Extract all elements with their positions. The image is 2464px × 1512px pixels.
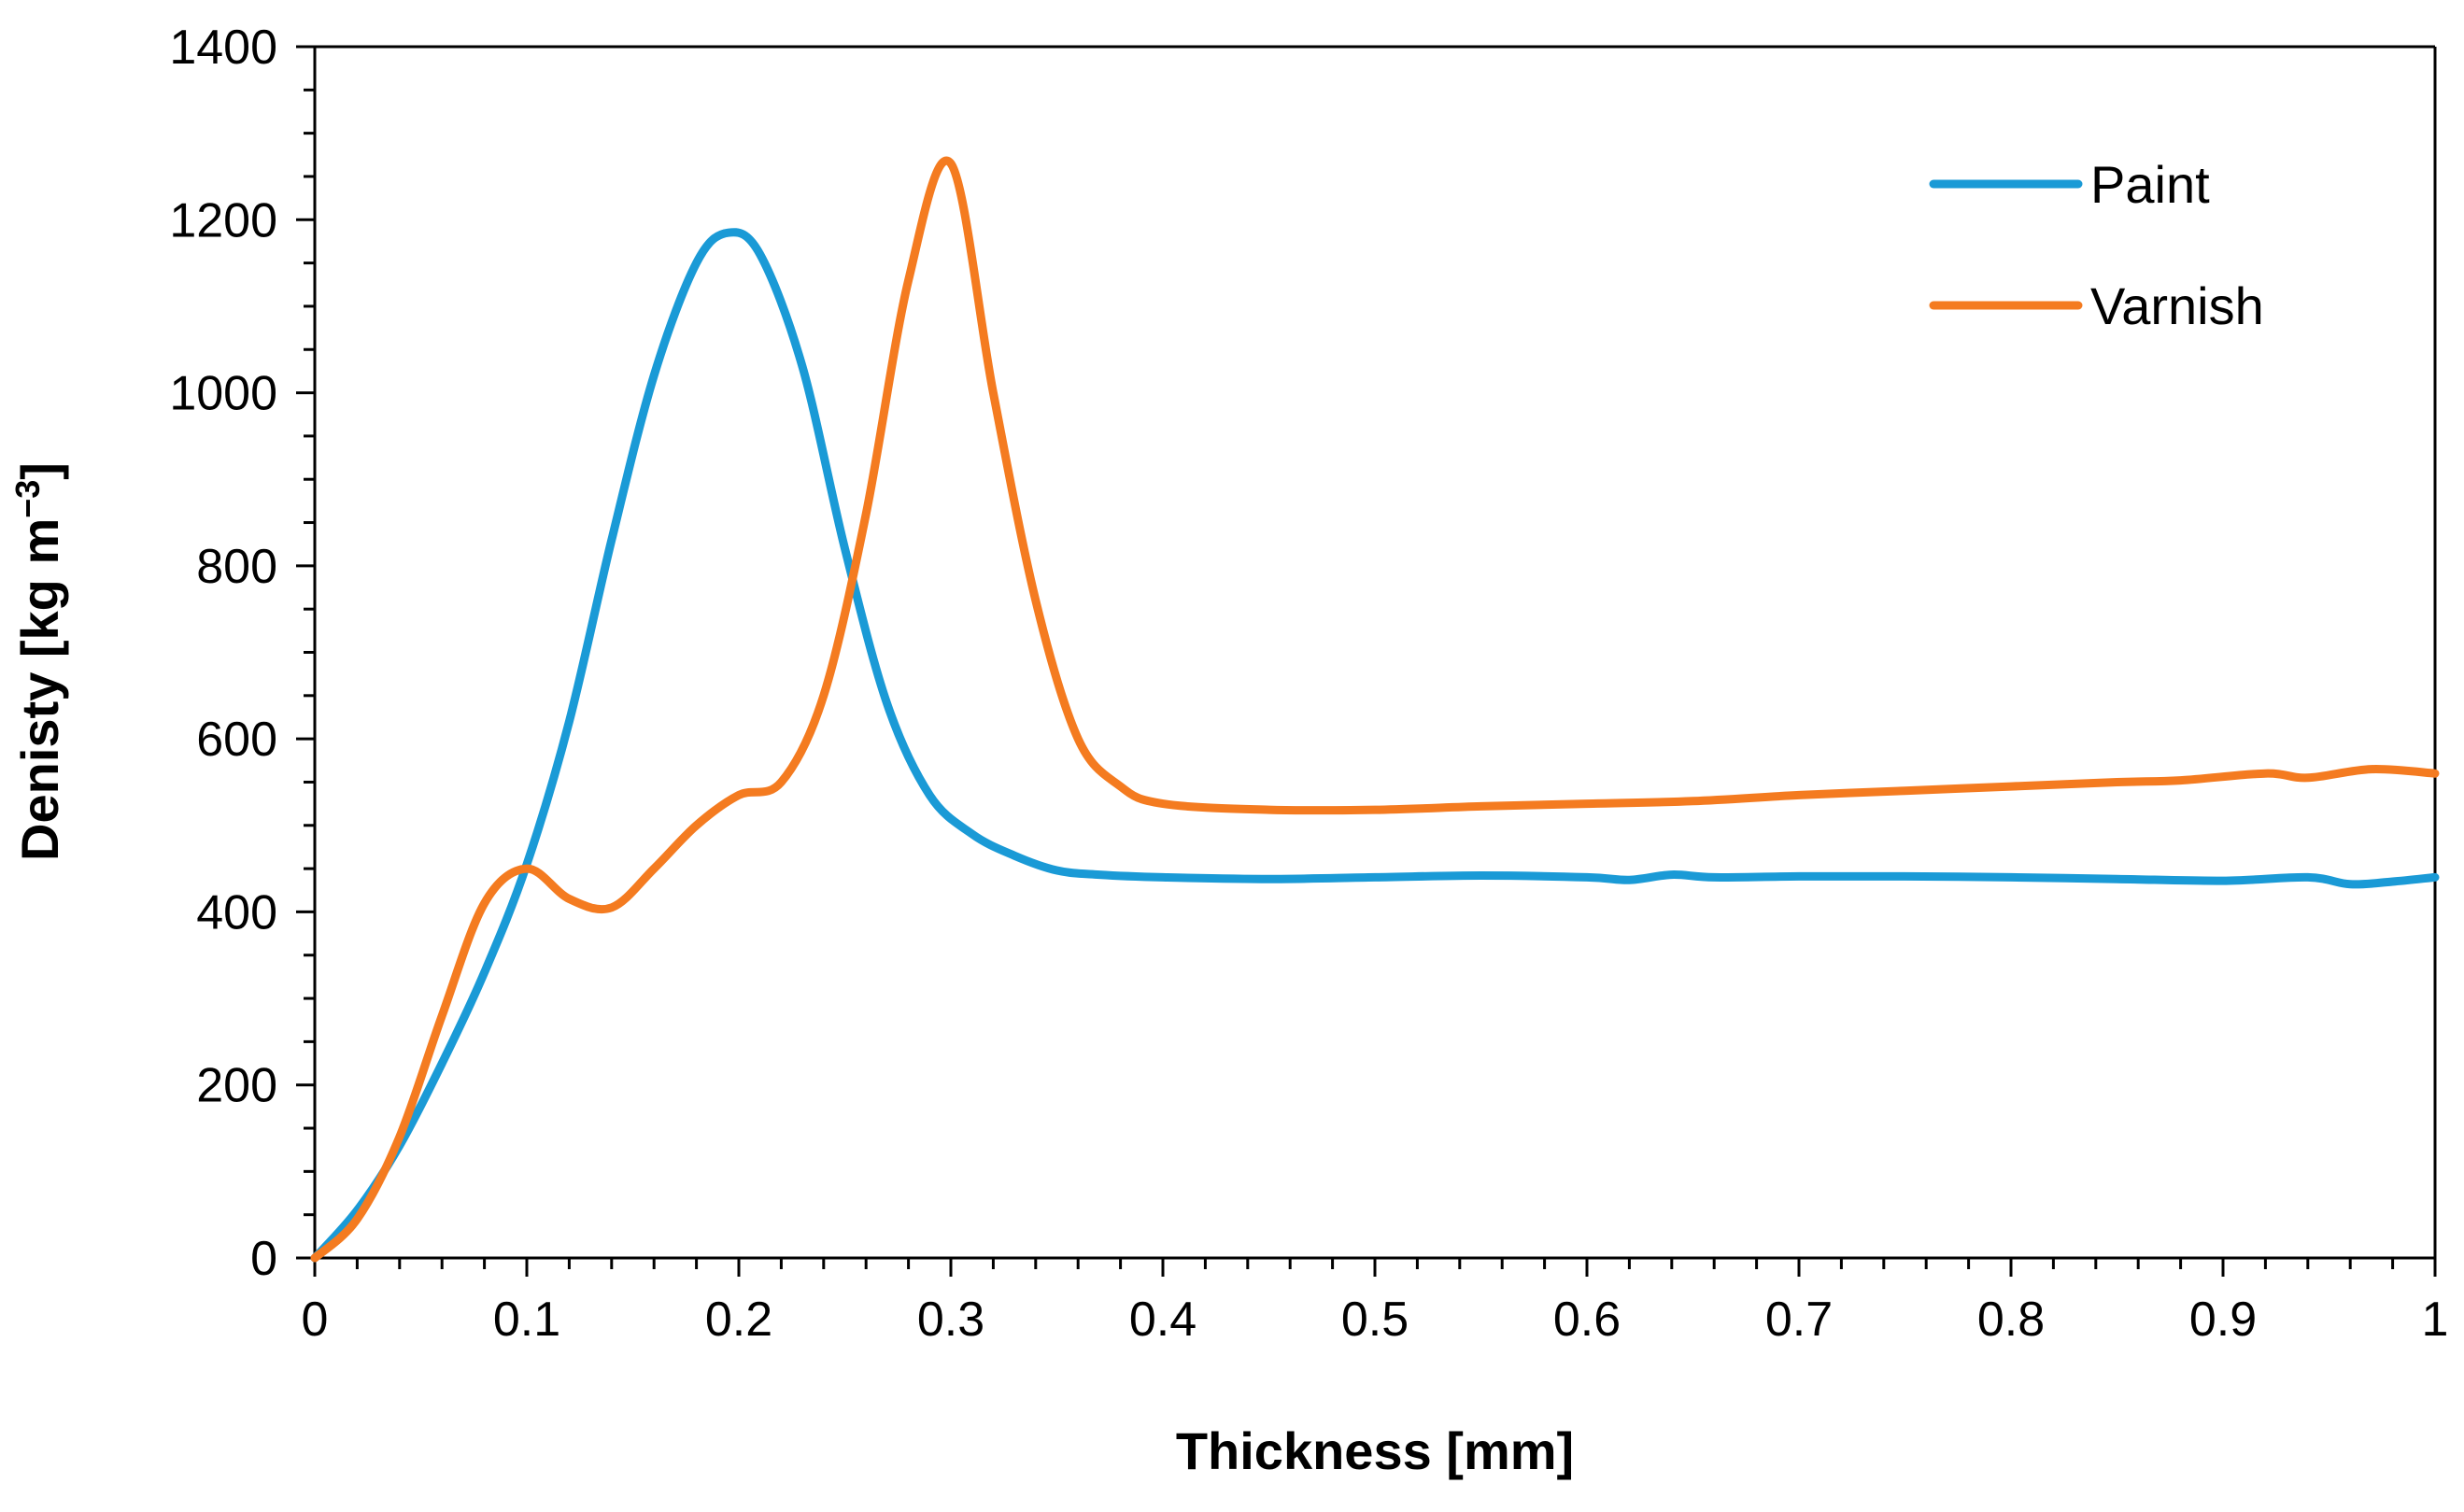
series-line-varnish bbox=[310, 156, 2440, 1263]
legend-label-paint: Paint bbox=[2090, 155, 2210, 214]
y-tick-label: 600 bbox=[196, 713, 277, 767]
x-tick-label: 0.6 bbox=[1553, 1293, 1621, 1347]
x-tick-label: 0.8 bbox=[1977, 1293, 2045, 1347]
series-lines bbox=[310, 156, 2440, 1263]
x-tick-label: 0.5 bbox=[1341, 1293, 1409, 1347]
axes bbox=[313, 45, 2437, 1260]
y-axis-title-main: Denisty [kg m bbox=[10, 518, 69, 861]
x-tick-label: 0.1 bbox=[493, 1293, 560, 1347]
y-axis-title-superscript: −3 bbox=[8, 480, 47, 518]
y-tick-label: 400 bbox=[196, 885, 277, 940]
y-axis-title-close: ] bbox=[10, 462, 69, 480]
x-axis-title: Thickness [mm] bbox=[1176, 1421, 1574, 1480]
x-tick-label: 0.9 bbox=[2189, 1293, 2257, 1347]
y-axis-title: Denisty [kg m−3] bbox=[8, 462, 70, 861]
x-tick-label: 1 bbox=[2422, 1293, 2449, 1347]
y-tick-label: 200 bbox=[196, 1059, 277, 1113]
y-tick-label: 1000 bbox=[169, 367, 277, 421]
legend-label-varnish: Varnish bbox=[2090, 276, 2264, 335]
legend: Paint Varnish bbox=[1929, 155, 2264, 335]
x-tick-label: 0.2 bbox=[705, 1293, 772, 1347]
y-tick-label: 0 bbox=[250, 1232, 277, 1286]
x-tick-label: 0.3 bbox=[917, 1293, 984, 1347]
axis-titles: Thickness [mm] Denisty [kg m−3] bbox=[8, 462, 1575, 1480]
y-tick-label: 1200 bbox=[169, 193, 277, 247]
x-tick-label: 0.7 bbox=[1765, 1293, 1833, 1347]
series-line-paint bbox=[310, 228, 2440, 1263]
y-tick-label: 800 bbox=[196, 540, 277, 594]
y-tick-label: 1400 bbox=[169, 21, 277, 75]
ticks: 0 200 400 600 800 1000 1200 1400 0 0.1 0.2 0.3 0.4 0.… bbox=[169, 21, 2448, 1347]
x-tick-label: 0 bbox=[302, 1293, 329, 1347]
x-tick-label: 0.4 bbox=[1129, 1293, 1197, 1347]
